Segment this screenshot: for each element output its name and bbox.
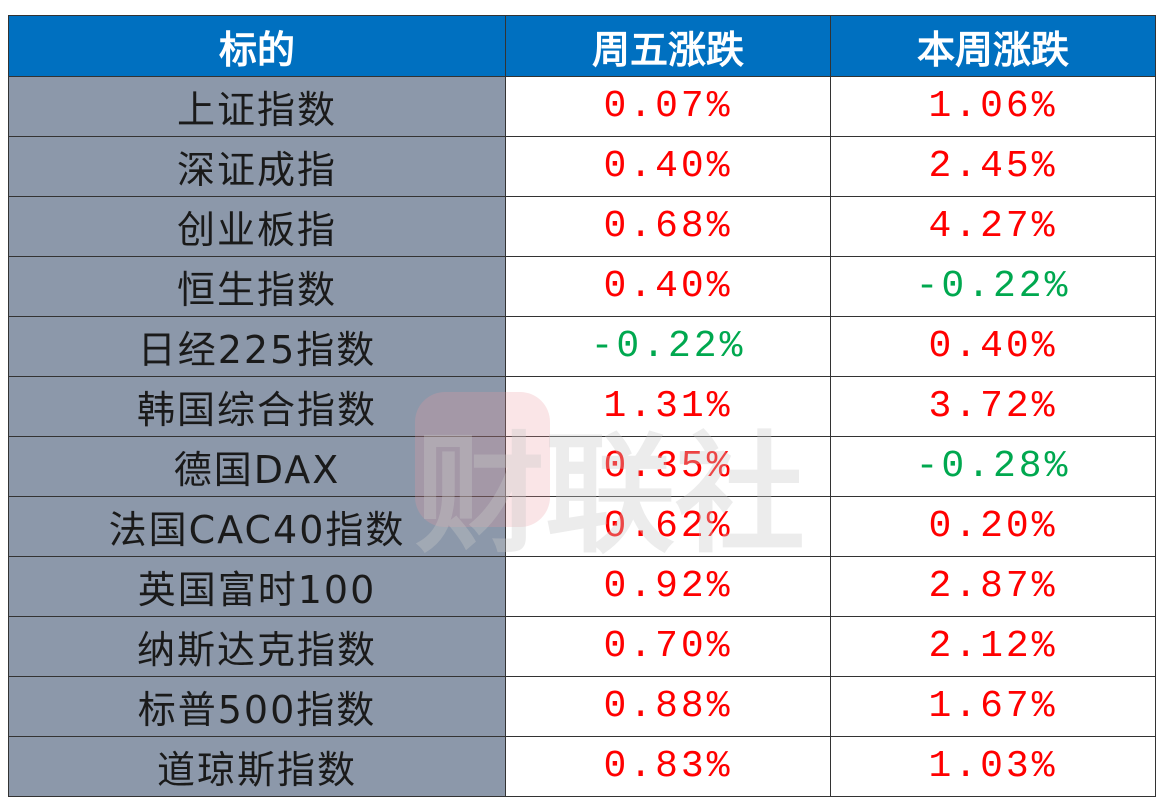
table-row: 法国CAC40指数 0.62% 0.20% (8, 496, 1156, 557)
change-cell: 2.87% (830, 556, 1156, 617)
change-cell: 0.20% (830, 496, 1156, 557)
change-cell: 4.27% (830, 196, 1156, 257)
table-row: 恒生指数 0.40% -0.22% (8, 256, 1156, 317)
change-cell: -0.22% (505, 316, 831, 377)
table-row: 标普500指数 0.88% 1.67% (8, 676, 1156, 737)
change-cell: -0.22% (830, 256, 1156, 317)
change-cell: 2.12% (830, 616, 1156, 677)
change-cell: 0.40% (505, 256, 831, 317)
table-row: 上证指数 0.07% 1.06% (8, 76, 1156, 137)
index-name: 纳斯达克指数 (8, 616, 506, 677)
header-cell: 周五涨跌 (505, 15, 831, 77)
header-cell: 本周涨跌 (830, 15, 1156, 77)
change-cell: 3.72% (830, 376, 1156, 437)
change-cell: 0.40% (830, 316, 1156, 377)
change-cell: 0.88% (505, 676, 831, 737)
index-name: 韩国综合指数 (8, 376, 506, 437)
index-name: 德国DAX (8, 436, 506, 497)
table-row: 韩国综合指数 1.31% 3.72% (8, 376, 1156, 437)
change-cell: 0.83% (505, 736, 831, 797)
index-name: 上证指数 (8, 76, 506, 137)
index-name: 道琼斯指数 (8, 736, 506, 797)
header-row: 标的 周五涨跌 本周涨跌 (8, 15, 1156, 77)
index-name: 法国CAC40指数 (8, 496, 506, 557)
change-cell: 1.67% (830, 676, 1156, 737)
index-name: 标普500指数 (8, 676, 506, 737)
change-cell: -0.28% (830, 436, 1156, 497)
change-cell: 1.31% (505, 376, 831, 437)
table-row: 创业板指 0.68% 4.27% (8, 196, 1156, 257)
change-cell: 2.45% (830, 136, 1156, 197)
index-table: 标的 周五涨跌 本周涨跌 上证指数 0.07% 1.06% 深证成指 0.40% 2.45% 创… (8, 15, 1156, 797)
index-name: 深证成指 (8, 136, 506, 197)
change-cell: 1.03% (830, 736, 1156, 797)
change-cell: 0.62% (505, 496, 831, 557)
change-cell: 0.07% (505, 76, 831, 137)
header-cell: 标的 (8, 15, 506, 77)
change-cell: 0.70% (505, 616, 831, 677)
change-cell: 0.68% (505, 196, 831, 257)
index-name: 英国富时100 (8, 556, 506, 617)
table-row: 纳斯达克指数 0.70% 2.12% (8, 616, 1156, 677)
change-cell: 0.92% (505, 556, 831, 617)
change-cell: 0.35% (505, 436, 831, 497)
table-row: 深证成指 0.40% 2.45% (8, 136, 1156, 197)
table-row: 英国富时100 0.92% 2.87% (8, 556, 1156, 617)
table-body: 上证指数 0.07% 1.06% 深证成指 0.40% 2.45% 创业板指 0.68% 4.2… (8, 76, 1156, 797)
index-name: 恒生指数 (8, 256, 506, 317)
index-name: 创业板指 (8, 196, 506, 257)
table-row: 道琼斯指数 0.83% 1.03% (8, 736, 1156, 797)
table-row: 日经225指数 -0.22% 0.40% (8, 316, 1156, 377)
change-cell: 1.06% (830, 76, 1156, 137)
index-name: 日经225指数 (8, 316, 506, 377)
change-cell: 0.40% (505, 136, 831, 197)
table-row: 德国DAX 0.35% -0.28% (8, 436, 1156, 497)
